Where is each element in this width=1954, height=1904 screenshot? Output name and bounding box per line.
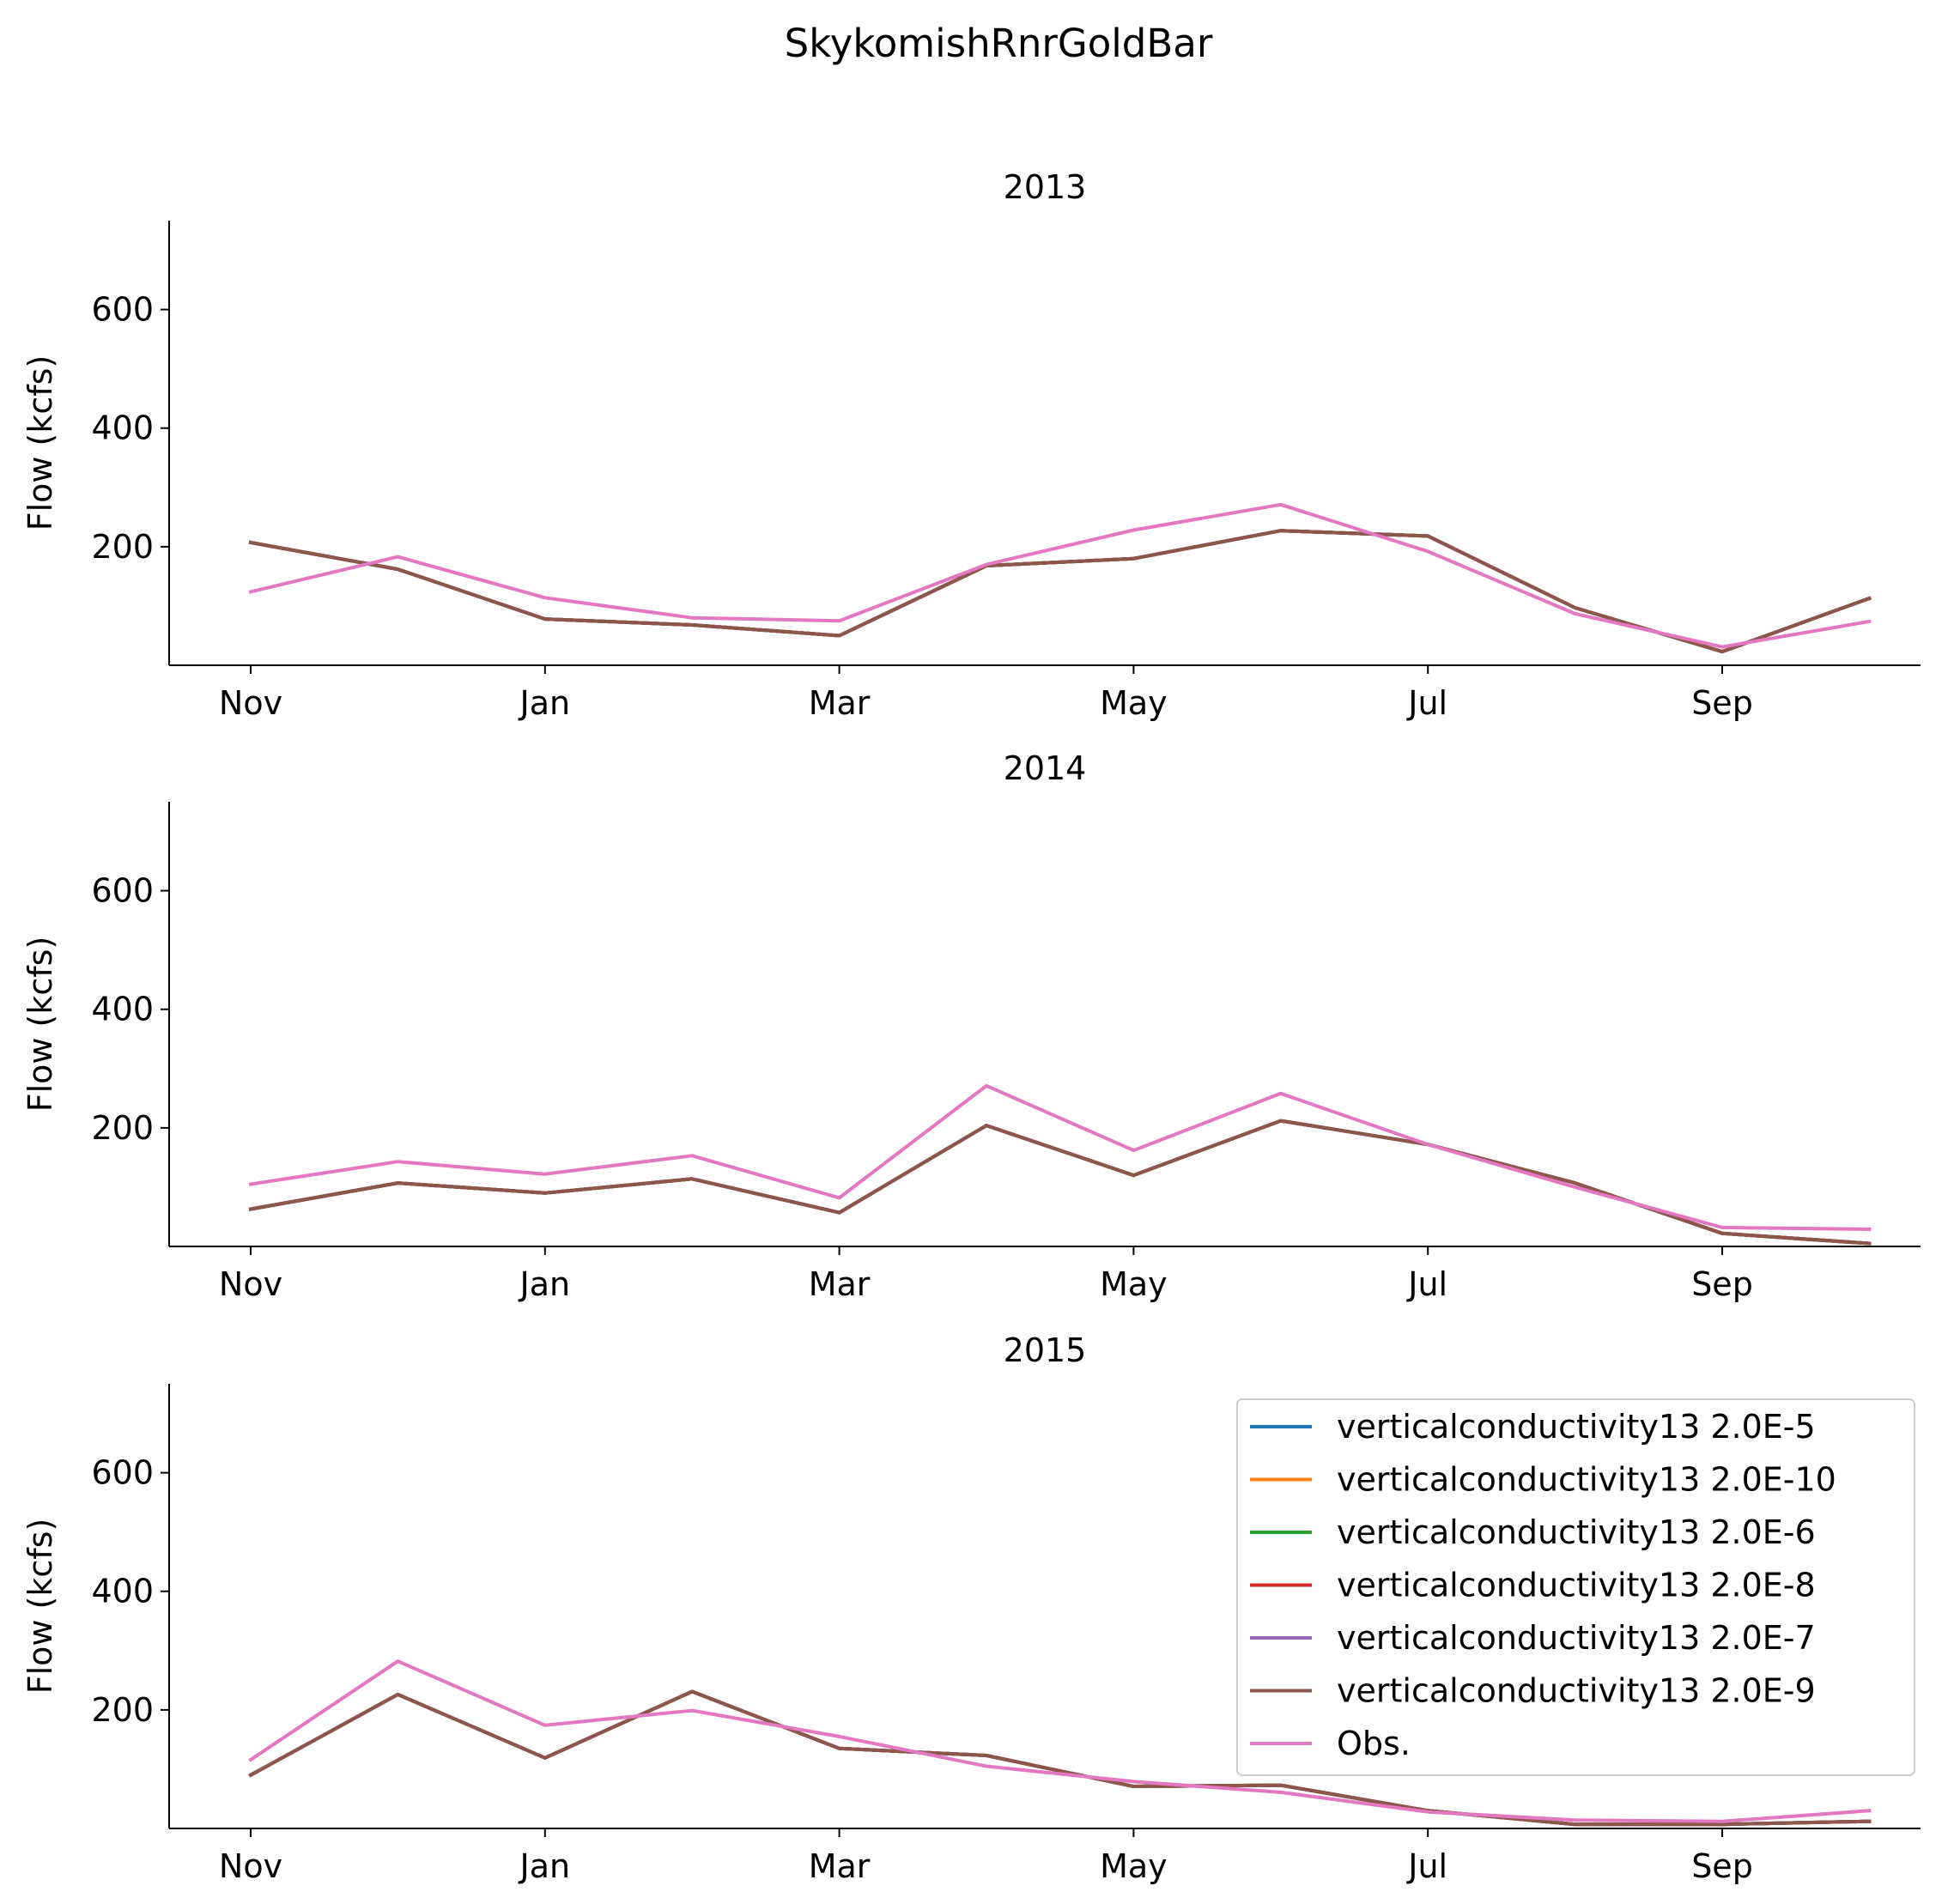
series-line-5 xyxy=(248,1119,1872,1246)
x-tick-label: Sep xyxy=(1691,1265,1753,1303)
legend-label: verticalconductivity13 2.0E-8 xyxy=(1337,1567,1816,1604)
subplot-2: 2015 Flow (kcfs) 200 400 600 Nov Jan Mar May Jul S… xyxy=(21,1331,1921,1885)
series-line-5 xyxy=(248,1689,1872,1827)
x-tick-label: Nov xyxy=(219,684,282,722)
y-tick-label: 400 xyxy=(91,409,154,447)
x-tick-label: Mar xyxy=(809,1265,871,1303)
x-tick-label: Sep xyxy=(1691,684,1753,722)
subplot-title: 2014 xyxy=(1004,749,1087,787)
series-line-6 xyxy=(248,502,1872,649)
legend: verticalconductivity13 2.0E-5 verticalcon… xyxy=(1236,1398,1915,1776)
x-tick-label: Jul xyxy=(1406,1847,1447,1885)
y-tick-label: 400 xyxy=(91,1573,154,1610)
subplot-1: 2014 Flow (kcfs) 200 400 600 Nov Jan Mar May Jul S… xyxy=(21,749,1921,1303)
legend-label: verticalconductivity13 2.0E-7 xyxy=(1337,1619,1816,1657)
y-tick-label: 200 xyxy=(91,1109,154,1147)
legend-label: verticalconductivity13 2.0E-6 xyxy=(1337,1513,1816,1551)
subplot-title: 2015 xyxy=(1004,1331,1087,1369)
series-line-6 xyxy=(248,1659,1872,1823)
series-line-5 xyxy=(248,529,1872,654)
x-tick-label: Jan xyxy=(519,1847,571,1885)
x-tick-label: Mar xyxy=(809,1847,871,1885)
y-tick-label: 200 xyxy=(91,1691,154,1729)
legend-label: verticalconductivity13 2.0E-5 xyxy=(1337,1408,1816,1446)
x-tick-label: Mar xyxy=(809,684,871,722)
x-tick-label: Sep xyxy=(1691,1847,1753,1885)
y-tick-label: 600 xyxy=(91,872,154,910)
x-tick-label: Jan xyxy=(519,1265,571,1303)
y-tick-label: 400 xyxy=(91,991,154,1028)
legend-label: Obs. xyxy=(1337,1725,1411,1762)
x-tick-label: Jan xyxy=(519,684,571,722)
subplot-0: 2013 Flow (kcfs) 200 400 600 Nov Jan Mar May Jul S… xyxy=(21,168,1921,722)
y-tick-label: 200 xyxy=(91,528,154,566)
series-line-6 xyxy=(248,1083,1872,1232)
legend-frame xyxy=(1236,1398,1915,1776)
legend-label: verticalconductivity13 2.0E-10 xyxy=(1337,1461,1836,1499)
legend-label: verticalconductivity13 2.0E-9 xyxy=(1337,1672,1816,1710)
x-tick-label: May xyxy=(1100,684,1168,722)
figure-suptitle: SkykomishRnrGoldBar xyxy=(785,21,1213,66)
x-tick-label: May xyxy=(1100,1847,1168,1885)
subplot-panels: 2013 Flow (kcfs) 200 400 600 Nov Jan Mar May Jul S… xyxy=(21,168,1921,1885)
x-tick-label: May xyxy=(1100,1265,1168,1303)
y-tick-label: 600 xyxy=(91,291,154,329)
x-tick-label: Nov xyxy=(219,1847,282,1885)
y-axis-label: Flow (kcfs) xyxy=(21,937,59,1113)
subplot-title: 2013 xyxy=(1004,168,1087,206)
y-axis-label: Flow (kcfs) xyxy=(21,355,59,531)
x-tick-label: Nov xyxy=(219,1265,282,1303)
y-axis-label: Flow (kcfs) xyxy=(21,1519,59,1695)
x-tick-label: Jul xyxy=(1406,1265,1447,1303)
x-tick-label: Jul xyxy=(1406,684,1447,722)
y-tick-label: 600 xyxy=(91,1454,154,1492)
